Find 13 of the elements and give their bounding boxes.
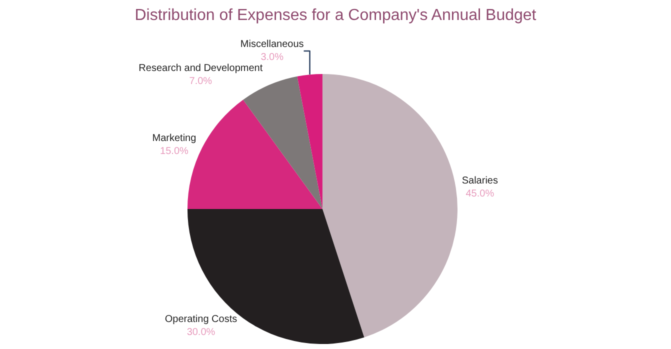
slice-label: Salaries (462, 176, 498, 187)
data-label: 3.0% (260, 52, 284, 63)
slice-label: Research and Development (138, 62, 263, 74)
data-label: 45.0% (466, 188, 494, 200)
chart-title: Distribution of Expenses for a Company's Annual Budget (134, 6, 537, 24)
data-label: 30.0% (186, 327, 216, 338)
data-label: 7.0% (189, 76, 212, 87)
pie-slice (322, 74, 458, 338)
slice-label: Operating Costs (164, 314, 238, 326)
data-label: 15.0% (160, 146, 189, 158)
pie-slice (243, 76, 322, 209)
slice-label: Marketing (152, 133, 196, 144)
slice-label: Miscellaneous (240, 38, 304, 50)
